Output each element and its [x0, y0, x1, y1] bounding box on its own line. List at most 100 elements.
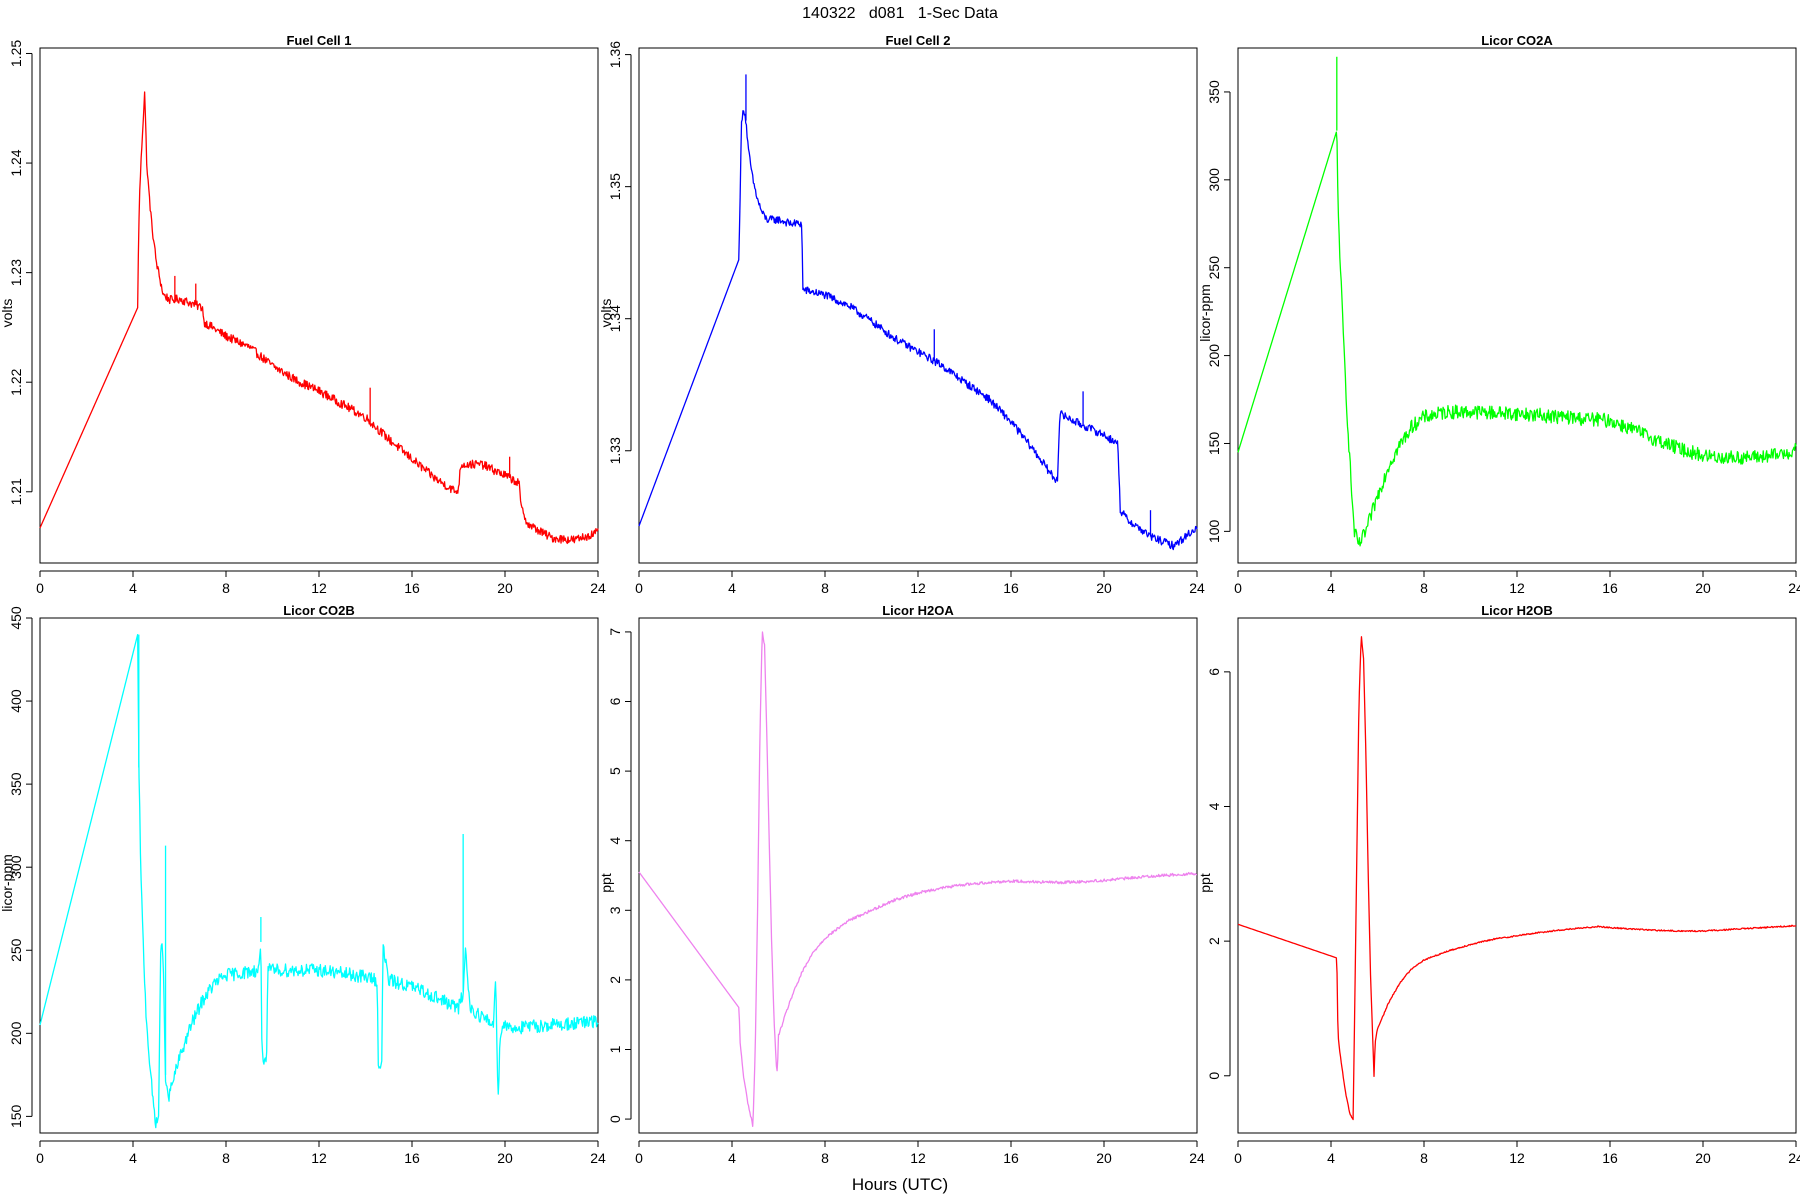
panel-1-ytick-1m25: 1.25: [8, 40, 24, 67]
panel-3-xtick-0: 0: [1234, 580, 1242, 596]
panel-1-xtick-4: 4: [129, 580, 137, 596]
panel-6-title: Licor H2OB: [1481, 603, 1553, 618]
panel-4-ytick-400: 400: [8, 689, 24, 713]
panel-1-ytick-1m22: 1.22: [8, 368, 24, 395]
panel-1-frame: [39, 47, 599, 564]
panel-5-series-line: [638, 631, 1198, 1128]
panel-6-ytick-4: 4: [1206, 802, 1222, 810]
panel-3-frame: [1237, 47, 1797, 564]
panel-2-xtick-4: 4: [728, 580, 736, 596]
panel-2-frame: [638, 47, 1198, 564]
panel-6-ytick-2: 2: [1206, 937, 1222, 945]
panel-5-title: Licor H2OA: [882, 603, 954, 618]
panel-1-xtick-8: 8: [222, 580, 230, 596]
panel-1-y-axis-label: volts: [0, 299, 15, 328]
panel-3-series-line: [1237, 131, 1797, 547]
panel-4-xtick-0: 0: [36, 1150, 44, 1166]
panel-4-title: Licor CO2B: [283, 603, 355, 618]
panel-3-xtick-16: 16: [1602, 580, 1618, 596]
panel-6-xtick-0: 0: [1234, 1150, 1242, 1166]
panel-2-xtick-0: 0: [635, 580, 643, 596]
panel-5-ytick-7: 7: [607, 628, 623, 636]
panel-4-xtick-8: 8: [222, 1150, 230, 1166]
panel-5-xtick-20: 20: [1096, 1150, 1112, 1166]
panel-3-xtick-20: 20: [1695, 580, 1711, 596]
panel-3-ytick-150: 150: [1206, 432, 1222, 456]
panel-3-xtick-24: 24: [1788, 580, 1800, 596]
panel-3-title: Licor CO2A: [1481, 33, 1553, 48]
panel-2-xtick-24: 24: [1189, 580, 1205, 596]
panel-4-ytick-250: 250: [8, 938, 24, 962]
figure-x-axis-label: Hours (UTC): [852, 1175, 948, 1194]
panel-5-ytick-1: 1: [607, 1045, 623, 1053]
panel-6-ytick-6: 6: [1206, 668, 1222, 676]
panel-1-ytick-1m21: 1.21: [8, 478, 24, 505]
panel-5-xtick-8: 8: [821, 1150, 829, 1166]
panel-1-xtick-12: 12: [311, 580, 327, 596]
panel-5-xtick-16: 16: [1003, 1150, 1019, 1166]
panel-2-xtick-12: 12: [910, 580, 926, 596]
panel-2-xtick-8: 8: [821, 580, 829, 596]
panel-2-y-axis-label: volts: [598, 299, 614, 328]
panel-6-xtick-24: 24: [1788, 1150, 1800, 1166]
panel-1: Fuel Cell 1 volts 0 4 8 12 16 20 24 1.21 1.22 1.23 1…: [0, 33, 606, 596]
panel-2-xtick-20: 20: [1096, 580, 1112, 596]
panel-3-ytick-200: 200: [1206, 344, 1222, 368]
panel-2-ytick-1m34: 1.34: [607, 305, 623, 332]
panel-5-frame: [638, 617, 1198, 1134]
panel-3-xtick-12: 12: [1509, 580, 1525, 596]
panel-4-xtick-24: 24: [590, 1150, 606, 1166]
panel-4-xtick-16: 16: [404, 1150, 420, 1166]
panel-2-series-line: [638, 110, 1198, 551]
panel-2: Fuel Cell 2 volts 0 4 8 12 16 20 24 1.33 1.34 1.35 1…: [598, 33, 1205, 596]
panel-1-ytick-1m23: 1.23: [8, 259, 24, 286]
panel-3-ytick-100: 100: [1206, 519, 1222, 543]
panel-2-title: Fuel Cell 2: [885, 33, 950, 48]
panel-1-ytick-1m24: 1.24: [8, 149, 24, 176]
panel-5-y-axis-label: ppt: [598, 873, 614, 893]
panel-2-ytick-1m33: 1.33: [607, 437, 623, 464]
panel-4-ytick-450: 450: [8, 606, 24, 630]
figure-title: 140322 d081 1-Sec Data: [802, 5, 998, 22]
panel-4-ytick-200: 200: [8, 1021, 24, 1045]
panel-5-xtick-0: 0: [635, 1150, 643, 1166]
panel-5-ytick-5: 5: [607, 767, 623, 775]
panel-5-xtick-12: 12: [910, 1150, 926, 1166]
panel-4-series-line: [39, 633, 599, 1129]
panel-3-ytick-300: 300: [1206, 168, 1222, 192]
panel-4-xtick-4: 4: [129, 1150, 137, 1166]
panel-2-ytick-1m35: 1.35: [607, 173, 623, 200]
panel-1-title: Fuel Cell 1: [286, 33, 351, 48]
panel-3: Licor CO2A licor-ppm 0 4 8 12 16 20 24 100 150 200 2…: [1197, 33, 1800, 596]
panel-6-xtick-8: 8: [1420, 1150, 1428, 1166]
panel-6-xtick-16: 16: [1602, 1150, 1618, 1166]
panel-1-xtick-20: 20: [497, 580, 513, 596]
panel-6-series-line: [1237, 636, 1797, 1121]
panel-4-y-axis-label: licor-ppm: [0, 854, 15, 912]
panel-3-ytick-350: 350: [1206, 80, 1222, 104]
panel-3-xtick-4: 4: [1327, 580, 1335, 596]
panel-6-y-axis-label: ppt: [1197, 873, 1213, 893]
panel-6-xtick-4: 4: [1327, 1150, 1335, 1166]
panel-4-frame: [39, 617, 599, 1134]
panel-4-xtick-12: 12: [311, 1150, 327, 1166]
panel-5-ytick-3: 3: [607, 906, 623, 914]
panel-1-xtick-16: 16: [404, 580, 420, 596]
panel-1-xtick-24: 24: [590, 580, 606, 596]
panel-5-ytick-2: 2: [607, 976, 623, 984]
panel-6-frame: [1237, 617, 1797, 1134]
panel-3-y-axis-label: licor-ppm: [1197, 284, 1213, 342]
panel-6-xtick-12: 12: [1509, 1150, 1525, 1166]
panel-5-ytick-0: 0: [607, 1115, 623, 1123]
panel-4-ytick-300: 300: [8, 855, 24, 879]
panel-5-xtick-24: 24: [1189, 1150, 1205, 1166]
panel-2-xtick-16: 16: [1003, 580, 1019, 596]
panel-4: Licor CO2B licor-ppm 0 4 8 12 16 20 24 150 200 250 3…: [0, 603, 606, 1166]
panel-1-xtick-0: 0: [36, 580, 44, 596]
panel-5-ytick-6: 6: [607, 697, 623, 705]
panel-2-ytick-1m36: 1.36: [607, 41, 623, 68]
